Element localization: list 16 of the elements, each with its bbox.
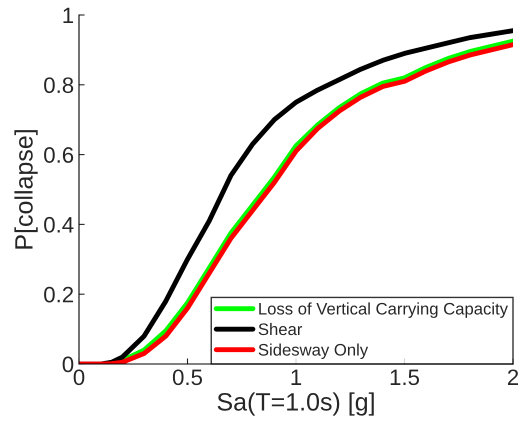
x-tick-label: 1.5 [390,370,420,386]
legend-label: Loss of Vertical Carrying Capacity [259,302,508,318]
y-tick-label: 0.2 [44,286,74,302]
legend-label: Shear [258,322,302,336]
y-tick-label: 0.6 [44,147,74,163]
y-tick-label: 0.4 [44,216,74,233]
x-tick-label: 0 [74,369,84,386]
y-tick-label: 0 [62,356,74,372]
x-tick-label: 0.5 [172,369,202,386]
x-axis-title: Sa(T=1.0s) [g] [218,392,374,416]
legend-label: Sidesway Only [258,343,368,359]
x-tick-label: 2 [508,369,518,385]
y-axis-title: P[collapse] [14,130,38,249]
y-tick-label: 0.8 [44,77,74,94]
x-tick-label: 1 [292,370,302,385]
y-tick-label: 1 [63,8,74,24]
